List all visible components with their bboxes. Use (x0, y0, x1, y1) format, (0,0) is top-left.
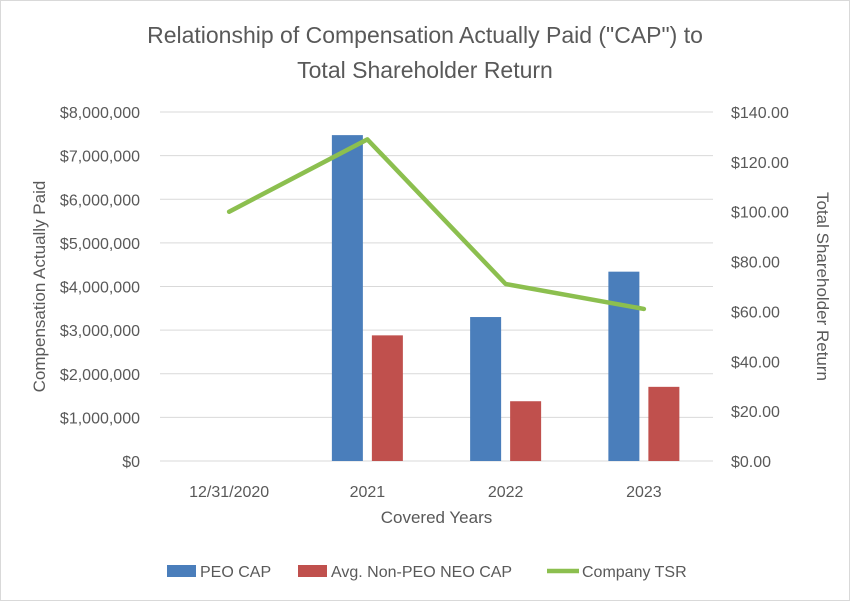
left-axis-tick-label: $1,000,000 (60, 410, 140, 427)
bar-peo-cap (331, 135, 363, 461)
right-axis-tick-label: $0.00 (731, 454, 771, 471)
x-axis-tick-label: 12/31/2020 (189, 484, 269, 501)
left-axis-tick-label: $2,000,000 (60, 367, 140, 384)
x-axis-title: Covered Years (381, 508, 493, 527)
left-axis-title: Compensation Actually Paid (30, 181, 49, 393)
left-axis-tick-label: $8,000,000 (60, 105, 140, 122)
legend-swatch (167, 565, 196, 577)
left-axis-tick-label: $7,000,000 (60, 149, 140, 166)
right-axis-tick-label: $40.00 (731, 354, 780, 371)
right-axis-tick-label: $140.00 (731, 105, 789, 122)
bar-peo-cap (608, 271, 640, 461)
legend-label: Avg. Non-PEO NEO CAP (331, 564, 512, 581)
left-axis-tick-label: $4,000,000 (60, 280, 140, 297)
chart-title-line-2: Total Shareholder Return (297, 57, 553, 83)
right-axis-tick-label: $80.00 (731, 255, 780, 272)
right-axis-tick-label: $20.00 (731, 404, 780, 421)
left-axis-tick-label: $0 (122, 454, 140, 471)
legend-label: Company TSR (582, 564, 687, 581)
bar-avg-non-peo-neo-cap (648, 386, 680, 461)
bar-avg-non-peo-neo-cap (371, 335, 403, 461)
legend-label: PEO CAP (200, 564, 271, 581)
left-axis-tick-label: $6,000,000 (60, 192, 140, 209)
right-axis-title: Total Shareholder Return (813, 192, 832, 381)
line-company-tsr (226, 137, 647, 312)
bar-peo-cap (470, 317, 502, 461)
legend-swatch (298, 565, 327, 577)
right-axis-tick-label: $120.00 (731, 155, 789, 172)
right-axis-tick-label: $100.00 (731, 205, 789, 222)
left-axis-tick-label: $3,000,000 (60, 323, 140, 340)
x-axis-tick-label: 2021 (350, 484, 386, 501)
x-axis-tick-label: 2022 (488, 484, 524, 501)
left-axis-tick-label: $5,000,000 (60, 236, 140, 253)
right-axis-tick-label: $60.00 (731, 304, 780, 321)
chart-title-line-1: Relationship of Compensation Actually Pa… (147, 22, 703, 48)
bar-avg-non-peo-neo-cap (510, 401, 542, 461)
x-axis-tick-label: 2023 (626, 484, 662, 501)
